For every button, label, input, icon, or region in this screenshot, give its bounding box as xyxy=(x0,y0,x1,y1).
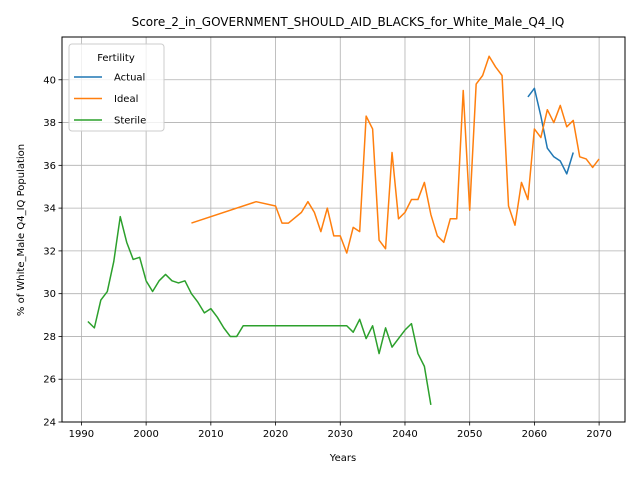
y-tick-label: 40 xyxy=(43,75,56,86)
y-tick-label: 32 xyxy=(43,246,56,257)
x-axis-label: Years xyxy=(329,453,356,464)
chart-title: Score_2_in_GOVERNMENT_SHOULD_AID_BLACKS_… xyxy=(132,15,565,29)
plot-frame xyxy=(61,36,626,423)
y-axis-ticks: 24 26 28 30 32 34 36 38 40 xyxy=(43,75,62,429)
series-line-sterile xyxy=(87,215,432,406)
y-axis-label: % of White_Male Q4_IQ Population xyxy=(16,144,27,316)
x-tick-label: 2050 xyxy=(457,429,482,440)
x-tick-label: 2040 xyxy=(392,429,417,440)
series-lines xyxy=(87,55,600,406)
x-tick-label: 2000 xyxy=(133,429,158,440)
x-tick-label: 2070 xyxy=(586,429,611,440)
y-tick-label: 30 xyxy=(43,289,56,300)
y-tick-label: 24 xyxy=(43,418,56,429)
x-tick-label: 2020 xyxy=(263,429,288,440)
x-tick-label: 2010 xyxy=(198,429,223,440)
y-tick-label: 38 xyxy=(43,118,56,129)
legend-box xyxy=(68,43,165,132)
legend-label-sterile: Sterile xyxy=(114,116,146,127)
legend-label-actual: Actual xyxy=(114,73,145,84)
legend-title: Fertility xyxy=(97,53,135,64)
legend: Fertility Actual Ideal Sterile xyxy=(68,43,165,132)
y-tick-label: 36 xyxy=(43,161,56,172)
legend-label-ideal: Ideal xyxy=(114,94,138,105)
x-tick-label: 2030 xyxy=(328,429,353,440)
series-line-ideal xyxy=(191,55,600,254)
legend-items: Actual Ideal Sterile xyxy=(74,73,146,127)
y-tick-label: 34 xyxy=(43,204,56,215)
x-axis-ticks: 1990 2000 2010 2020 2030 2040 2050 2060 2070 xyxy=(69,422,612,440)
x-tick-label: 2060 xyxy=(522,429,547,440)
x-tick-label: 1990 xyxy=(69,429,94,440)
y-tick-label: 28 xyxy=(43,332,56,343)
series-line-actual xyxy=(527,87,574,175)
y-tick-label: 26 xyxy=(43,375,56,386)
